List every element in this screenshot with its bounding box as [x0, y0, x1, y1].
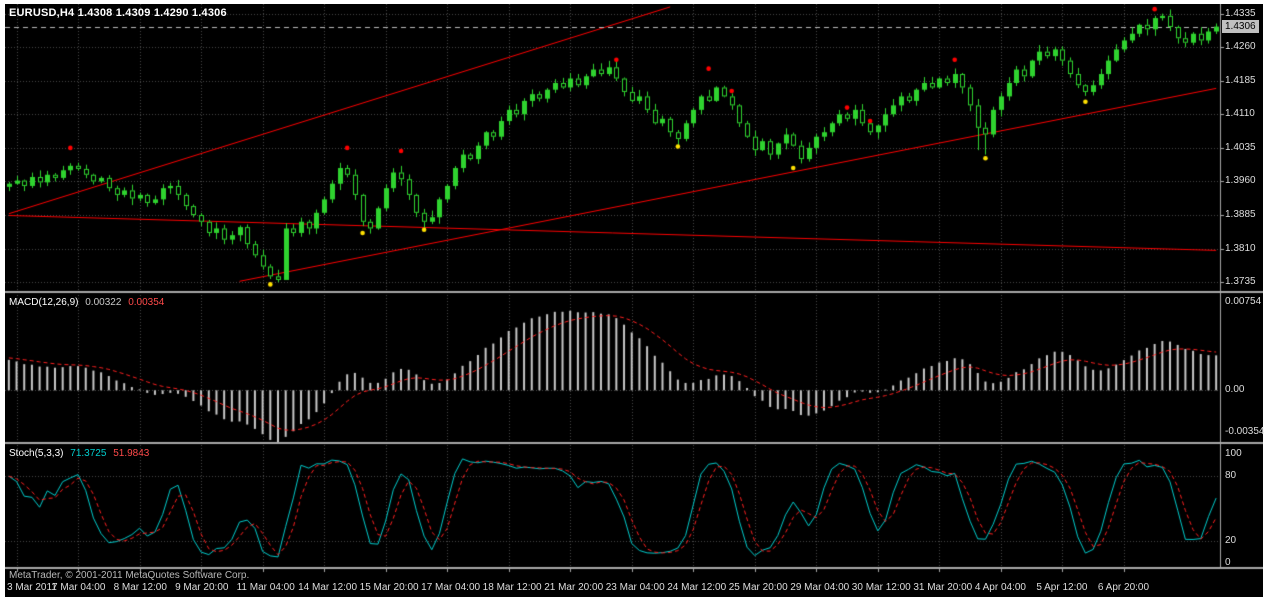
- chart-area[interactable]: EURUSD,H4 1.4308 1.4309 1.4290 1.4306 MA…: [5, 4, 1264, 597]
- chart-canvas[interactable]: [5, 4, 1263, 597]
